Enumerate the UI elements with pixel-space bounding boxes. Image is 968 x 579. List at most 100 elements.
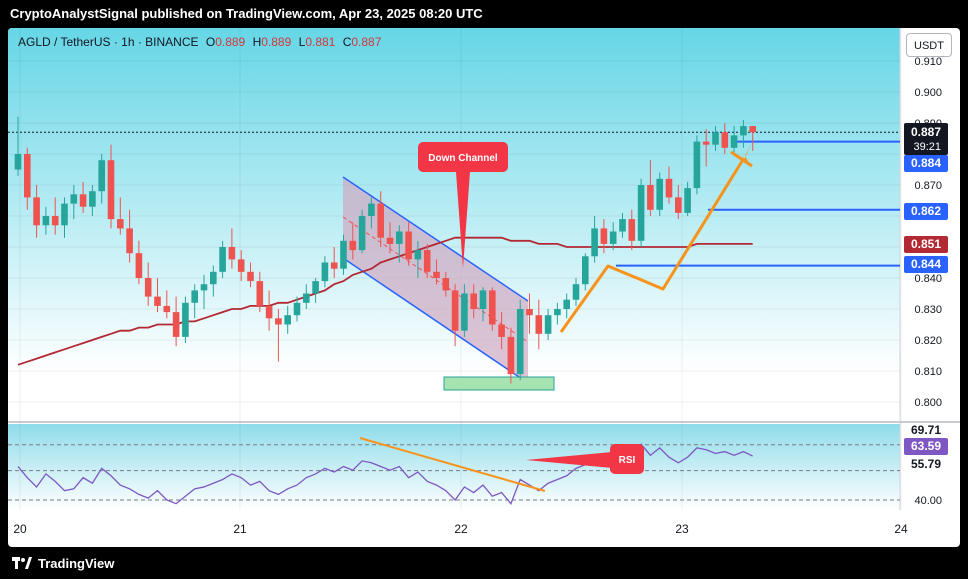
projection-arrow-head: [744, 143, 752, 168]
candle-body: [461, 293, 468, 331]
candle-body: [303, 293, 310, 303]
candle-body: [51, 216, 59, 226]
level-2-badge-bg: [904, 203, 948, 220]
candle-body: [628, 219, 636, 241]
candle-body: [79, 194, 87, 207]
candle-body: [14, 154, 22, 170]
candle-body: [647, 185, 654, 210]
candle-body: [423, 250, 431, 272]
candle-body: [135, 253, 143, 278]
candle-body: [117, 219, 124, 229]
ma-badge: 0.851: [911, 237, 941, 251]
publisher-line: CryptoAnalystSignal published on Trading…: [10, 6, 483, 21]
candle-body: [591, 228, 598, 257]
candle-body: [516, 309, 524, 375]
last-price-badge-bg: [904, 123, 948, 155]
candle-body: [312, 281, 319, 294]
candle-body: [582, 256, 589, 285]
candle-body: [219, 247, 226, 272]
support-zone-box: [443, 376, 555, 391]
candle-body: [684, 188, 691, 213]
rsi-upper-badge: 69.71: [911, 423, 941, 437]
down-channel-label-pointer: [456, 172, 470, 268]
rsi-plot-background: [8, 424, 900, 510]
candle-body: [61, 203, 68, 226]
footer-brand: TradingView: [38, 555, 115, 571]
candle-body: [70, 194, 78, 204]
symbol-name: AGLD / TetherUS · 1h · BINANCE: [18, 35, 199, 49]
candle-body: [609, 231, 617, 244]
level-1-badge-bg: [904, 155, 948, 172]
candle-body: [535, 315, 543, 334]
tradingview-logo-icon: [12, 557, 32, 569]
candle-body: [237, 259, 245, 272]
candle-body: [126, 228, 133, 254]
candle-body: [526, 309, 533, 316]
high-label: H: [252, 35, 262, 49]
chart-panel[interactable]: 0.9100.9000.8900.8800.8700.8600.8500.840…: [8, 28, 960, 547]
candle-body: [442, 278, 450, 291]
low-label: L: [298, 35, 306, 49]
candle-body: [637, 185, 645, 241]
candle-body: [665, 178, 673, 198]
down-channel-lower-line: [342, 257, 529, 384]
candle-body: [247, 271, 254, 282]
candle-body: [730, 135, 738, 148]
rsi-label-pointer: [526, 452, 612, 468]
low-value: 0.881: [305, 35, 336, 49]
candle-body: [33, 197, 40, 226]
down-channel-label-bg: [418, 142, 508, 172]
candle-body: [182, 302, 189, 337]
candle-body: [42, 216, 50, 226]
rsi-current-badge: 63.59: [911, 439, 941, 453]
candle-body: [740, 126, 747, 136]
down-channel-lower-fill: [343, 177, 528, 383]
candle-body: [89, 191, 96, 207]
price-tick-label: 0.820: [914, 335, 942, 347]
price-tick-label: 0.870: [914, 180, 942, 192]
chart-canvas[interactable]: 0.9100.9000.8900.8800.8700.8600.8500.840…: [8, 28, 960, 547]
price-tick-label: 0.910: [914, 56, 942, 68]
candle-body: [191, 290, 198, 303]
candle-body: [358, 216, 366, 251]
candle-body: [377, 203, 384, 238]
candle-body: [256, 281, 264, 306]
rsi-tick-label: 40.00: [914, 495, 942, 507]
ma-badge-bg: [904, 236, 948, 253]
rsi-label-bg: [610, 444, 644, 474]
time-tick-label: 21: [233, 522, 247, 536]
candle-body: [563, 299, 570, 309]
candle-body: [200, 284, 208, 291]
candle-body: [572, 284, 580, 300]
candle-body: [386, 237, 394, 244]
projection-path: [559, 157, 746, 333]
currency-button[interactable]: USDT: [906, 33, 952, 57]
close-value: 0.887: [351, 35, 382, 49]
rsi-divergence-line: [359, 437, 546, 492]
down-channel-label: Down Channel: [428, 153, 498, 164]
candle-body: [451, 290, 459, 331]
candle-body: [702, 141, 710, 145]
symbol-legend[interactable]: AGLD / TetherUS · 1h · BINANCE O 0.889 H 0…: [18, 35, 381, 49]
high-value: 0.889: [261, 35, 292, 49]
candle-body: [24, 154, 31, 198]
candle-body: [368, 203, 375, 216]
candle-body: [265, 305, 273, 319]
candle-body: [693, 141, 701, 189]
open-label: O: [205, 35, 216, 49]
candle-body: [749, 126, 756, 133]
level-3-badge: 0.844: [911, 257, 941, 271]
moving-average-line: [17, 236, 753, 366]
candle-body: [479, 290, 487, 309]
time-tick-label: 24: [894, 522, 908, 536]
candle-body: [349, 240, 357, 251]
rsi-label: RSI: [619, 455, 636, 466]
down-channel-upper-line: [342, 176, 529, 302]
candle-body: [721, 132, 729, 148]
down-channel-midline: [342, 216, 529, 343]
candle-body: [396, 231, 403, 244]
candle-body: [107, 160, 115, 220]
price-tick-label: 0.900: [914, 87, 942, 99]
candle-body: [321, 262, 329, 282]
candle-body: [275, 318, 282, 325]
